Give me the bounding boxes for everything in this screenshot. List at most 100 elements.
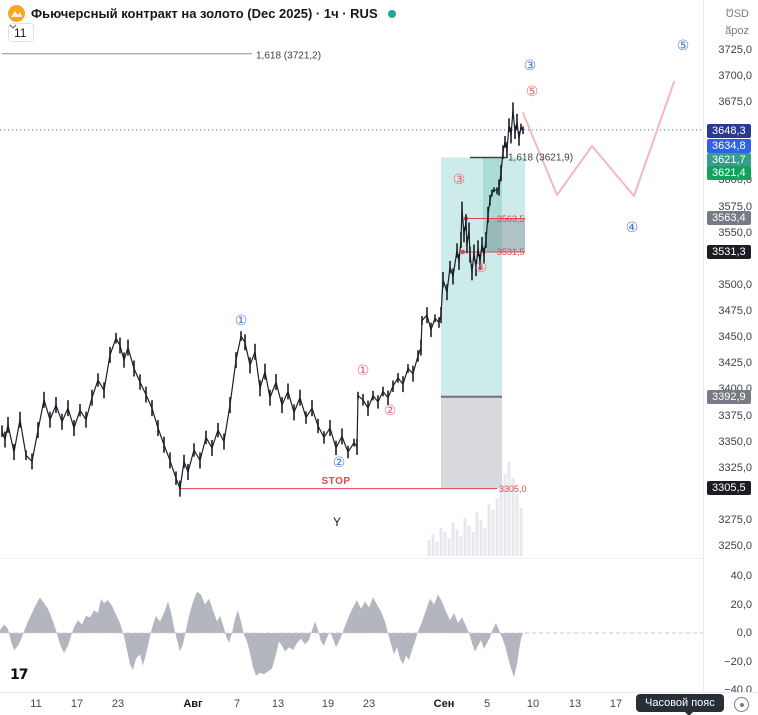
retrace-zone-gray[interactable] <box>441 396 502 489</box>
wave-label-blue[interactable]: ② <box>332 455 346 471</box>
volume-bar <box>435 542 439 556</box>
volume-bar <box>431 534 435 556</box>
time-tick-label: 5 <box>483 698 491 710</box>
volume-bar <box>495 498 499 556</box>
price-tick-label: 3425,0 <box>718 357 752 370</box>
volume-bar <box>515 494 519 556</box>
price-tick-label: 3500,0 <box>718 278 752 291</box>
price-tick-label: 3475,0 <box>718 305 752 317</box>
chart-header: Фьючерсный контракт на золото (Dec 2025)… <box>8 5 396 22</box>
drawings-count: 11 <box>14 25 27 40</box>
time-tick-label: Авг <box>183 698 203 710</box>
volume-bar <box>479 520 483 556</box>
market-status-dot <box>387 9 396 18</box>
unit-selector[interactable]: apoz <box>725 25 749 37</box>
price-tick-label: 3550,0 <box>718 226 752 239</box>
fib-inner-label[interactable]: 1,618 (3621,9) <box>508 152 574 164</box>
volume-bar <box>447 538 451 556</box>
scale-settings-icon[interactable] <box>734 697 749 712</box>
time-scale[interactable]: 11 17 23 Авг 7 13 19 23 Сен 5 10 13 17 <box>0 692 758 715</box>
fib-extension-label[interactable]: 1,618 (3721,2) <box>256 50 322 62</box>
wave-label-red[interactable]: ③ <box>452 172 466 188</box>
volume-bar <box>487 504 491 556</box>
price-tick-label: 3575,0 <box>718 200 752 213</box>
price-tick-label: 3450,0 <box>718 331 752 344</box>
price-tick-label: 3375,0 <box>718 409 752 422</box>
tradingview-logo[interactable]: 17 <box>10 667 29 683</box>
wave-degree-label[interactable]: Y <box>332 515 342 529</box>
volume-bar <box>455 530 459 556</box>
time-tick-label: 13 <box>271 698 285 710</box>
symbol-title[interactable]: Фьючерсный контракт на золото (Dec 2025)… <box>31 6 378 21</box>
level-lower-label[interactable]: 3531,5 <box>497 247 525 257</box>
oscillator-area[interactable] <box>0 591 523 678</box>
price-series[interactable] <box>1 110 524 491</box>
drawings-count-button[interactable]: 11 <box>8 23 35 42</box>
volume-bar <box>451 522 455 556</box>
time-tick-label: 17 <box>70 698 84 710</box>
price-scale[interactable]: 3725,0 3700,0 3675,0 3600,0 3575,0 3550,0 3500… <box>703 0 758 696</box>
volume-bar <box>511 478 515 556</box>
timezone-tooltip: Часовой пояс <box>636 694 724 715</box>
volume-bar <box>491 510 495 556</box>
price-tick-label: 3275,0 <box>718 514 752 526</box>
volume-bar <box>459 536 463 556</box>
chevron-down-icon <box>725 25 732 29</box>
price-badge: 3621,4 <box>707 166 751 180</box>
volume-bar <box>519 508 523 556</box>
wave-label-blue[interactable]: ⑤ <box>676 38 690 54</box>
oscillator-tick-label: 40,0 <box>730 570 752 582</box>
price-badge: 3563,4 <box>707 211 751 225</box>
chevron-down-icon <box>726 8 733 12</box>
level-upper-label[interactable]: 3563,5 <box>497 214 525 224</box>
time-tick-label: 11 <box>30 698 42 710</box>
price-badge: 3648,3 <box>707 124 751 138</box>
stop-price-label[interactable]: 3305,0 <box>499 484 527 494</box>
price-badge: 3531,3 <box>707 245 751 259</box>
time-tick-label: 10 <box>526 698 540 710</box>
price-badge: 3634,8 <box>707 139 751 153</box>
volume-bar <box>483 528 487 556</box>
currency-selector[interactable]: USD <box>725 8 749 20</box>
volume-bar <box>471 532 475 556</box>
wave-label-red[interactable]: ① <box>356 363 370 379</box>
oscillator-tick-label: 0,0 <box>736 627 752 639</box>
unit-label: apoz <box>725 25 749 37</box>
stop-label[interactable]: STOP <box>321 476 351 487</box>
level-lower-marker[interactable] <box>460 249 466 255</box>
price-tick-label: 3700,0 <box>718 69 752 82</box>
volume-bar <box>507 462 511 556</box>
price-badge: 3621,7 <box>707 153 751 167</box>
price-tick-label: 3350,0 <box>718 435 752 448</box>
projection-zigzag[interactable] <box>522 81 675 197</box>
time-tick-label: 17 <box>609 698 623 710</box>
time-tick-label: Сен <box>433 698 455 710</box>
volume-bar <box>467 526 471 556</box>
time-tick-label: 19 <box>321 698 335 710</box>
volume-bar <box>427 540 431 556</box>
price-tick-label: 3725,0 <box>718 43 752 56</box>
wave-label-blue[interactable]: ④ <box>625 220 639 236</box>
currency-label: USD <box>725 8 749 20</box>
volume-bar <box>499 488 503 556</box>
price-tick-label: 3675,0 <box>718 96 752 108</box>
price-tick-label: 3250,0 <box>718 540 752 553</box>
price-badge: 3392,9 <box>707 390 751 404</box>
instrument-logo-icon <box>8 5 25 22</box>
volume-bar <box>475 512 479 556</box>
chevron-down-icon <box>9 24 17 29</box>
price-badge: 3305,5 <box>707 481 751 495</box>
oscillator-tick-label: 20,0 <box>730 598 752 611</box>
price-tick-label: 3325,0 <box>718 461 752 474</box>
wave-label-blue[interactable]: ③ <box>523 58 537 74</box>
time-tick-label: 7 <box>233 698 241 710</box>
volume-bar <box>463 518 467 556</box>
oscillator-tick-label: −20,0 <box>724 655 752 668</box>
wave-label-red[interactable]: ⑤ <box>525 84 539 100</box>
wave-label-blue[interactable]: ① <box>234 313 248 329</box>
time-tick-label: 13 <box>568 698 582 710</box>
wave-label-red[interactable]: ② <box>383 403 397 419</box>
wave-label-red[interactable]: ④ <box>474 260 488 276</box>
level-zone-gray[interactable] <box>487 218 525 252</box>
